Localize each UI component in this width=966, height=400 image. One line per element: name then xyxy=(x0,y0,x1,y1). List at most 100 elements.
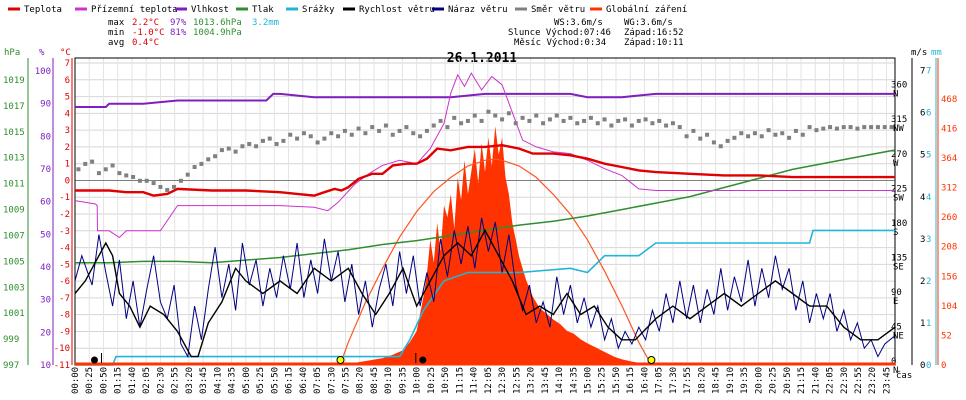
wind-direction-point xyxy=(561,118,566,123)
tick-degc: -5 xyxy=(59,260,70,270)
wind-direction-point xyxy=(363,131,368,136)
wind-direction-point xyxy=(582,118,587,123)
tick-wind: 6 xyxy=(920,109,925,119)
x-tick-label: 16:15 xyxy=(626,367,636,394)
tick-wm2: 52 xyxy=(941,331,952,341)
info-wg: WG:3.6m/s xyxy=(624,18,673,28)
tick-wind: 3 xyxy=(920,235,925,245)
wind-direction-point xyxy=(472,113,477,118)
stat-min-press: 1004.9hPa xyxy=(193,28,242,38)
tick-dir-value: 45 xyxy=(891,322,902,332)
tick-pct: 50 xyxy=(40,230,51,240)
wind-direction-point xyxy=(486,109,491,114)
wind-direction-point xyxy=(260,138,265,143)
wind-direction-point xyxy=(513,121,518,126)
wind-direction-point xyxy=(137,178,142,183)
tick-rain: 7 xyxy=(926,67,931,77)
wind-direction-point xyxy=(424,128,429,133)
tick-wind: 7 xyxy=(920,67,925,77)
x-tick-label: 00:00 xyxy=(71,367,81,394)
wind-direction-point xyxy=(889,125,894,130)
tick-hpa: 999 xyxy=(3,335,19,345)
wind-direction-point xyxy=(479,118,484,123)
wind-direction-point xyxy=(438,118,443,123)
wind-direction-point xyxy=(199,161,204,166)
tick-wm2: 0 xyxy=(941,361,946,371)
tick-degc: -11 xyxy=(54,361,70,371)
wind-direction-point xyxy=(807,125,812,130)
wind-direction-point xyxy=(636,118,641,123)
tick-dir-label: NW xyxy=(893,124,904,134)
x-tick-label: 05:50 xyxy=(270,367,280,394)
tick-hpa: 1003 xyxy=(3,283,25,293)
x-tick-label: 14:10 xyxy=(555,367,565,394)
moonrise-marker xyxy=(90,356,98,364)
tick-pct: 100 xyxy=(35,67,51,77)
wind-direction-point xyxy=(664,123,669,128)
wind-direction-point xyxy=(602,117,607,122)
info-moonrise: Měsíc Východ:0:34 xyxy=(514,38,606,48)
x-tick-label: 22:55 xyxy=(854,367,864,394)
wind-direction-point xyxy=(158,184,163,189)
wind-direction-point xyxy=(718,144,723,149)
tick-dir-label: E xyxy=(893,297,898,307)
info-sunset: Západ:16:52 xyxy=(624,28,684,38)
wind-direction-point xyxy=(349,132,354,137)
x-tick-label: 08:45 xyxy=(370,367,380,394)
wind-direction-point xyxy=(445,125,450,130)
x-tick-label: 21:15 xyxy=(797,367,807,394)
tick-hpa: 1013 xyxy=(3,154,25,164)
wind-direction-point xyxy=(295,136,300,141)
tick-wm2: 104 xyxy=(941,302,957,312)
wind-direction-point xyxy=(629,123,634,128)
series-humidity xyxy=(75,92,895,108)
series-wind-gust xyxy=(74,217,896,359)
x-tick-label: 17:30 xyxy=(669,367,679,394)
wind-direction-point xyxy=(506,111,511,116)
tick-degc: -7 xyxy=(59,294,70,304)
x-tick-label: 07:30 xyxy=(327,367,337,394)
wind-direction-point xyxy=(875,125,880,130)
stat-max-temp: 2.2°C xyxy=(132,18,159,28)
x-tick-label: 09:10 xyxy=(384,367,394,394)
wind-direction-point xyxy=(882,125,887,130)
x-tick-label: 18:45 xyxy=(712,367,722,394)
wind-direction-point xyxy=(411,131,416,136)
tick-hpa: 1017 xyxy=(3,102,25,112)
wind-direction-point xyxy=(828,125,833,130)
x-tick-label: 02:05 xyxy=(142,367,152,394)
tick-pct: 40 xyxy=(40,263,51,273)
wind-direction-point xyxy=(144,178,149,183)
x-tick-label: 00:50 xyxy=(99,367,109,394)
x-tick-label: 10:00 xyxy=(413,367,423,394)
tick-dir-value: 315 xyxy=(891,115,907,125)
x-tick-label: 01:15 xyxy=(114,367,124,394)
legend-label: Teplota xyxy=(24,5,62,15)
wind-direction-point xyxy=(151,181,156,186)
wind-direction-point xyxy=(698,136,703,141)
wind-direction-point xyxy=(520,115,525,120)
unit-hpa: hPa xyxy=(4,48,20,58)
stat-min-temp: -1.0°C xyxy=(132,28,165,38)
series-temperature xyxy=(75,143,895,197)
wind-direction-point xyxy=(609,123,614,128)
tick-degc: 0 xyxy=(65,176,70,186)
tick-wm2: 468 xyxy=(941,95,957,105)
x-tick-label: 02:30 xyxy=(156,367,166,394)
wind-direction-point xyxy=(206,157,211,162)
x-tick-label: 11:15 xyxy=(455,367,465,394)
wind-direction-point xyxy=(96,171,101,176)
wind-direction-point xyxy=(322,136,327,141)
tick-degc: -1 xyxy=(59,193,70,203)
wind-direction-point xyxy=(670,121,675,126)
x-tick-label: 06:40 xyxy=(299,367,309,394)
wind-direction-point xyxy=(493,113,498,118)
x-tick-label: 23:20 xyxy=(868,367,878,394)
wind-direction-point xyxy=(404,125,409,130)
legend-label: Rychlost větru xyxy=(359,5,435,15)
tick-rain: 4 xyxy=(926,193,931,203)
tick-pct: 80 xyxy=(40,132,51,142)
x-tick-label: 07:05 xyxy=(313,367,323,394)
tick-dir-label: W xyxy=(893,159,899,169)
wind-direction-point xyxy=(711,140,716,145)
